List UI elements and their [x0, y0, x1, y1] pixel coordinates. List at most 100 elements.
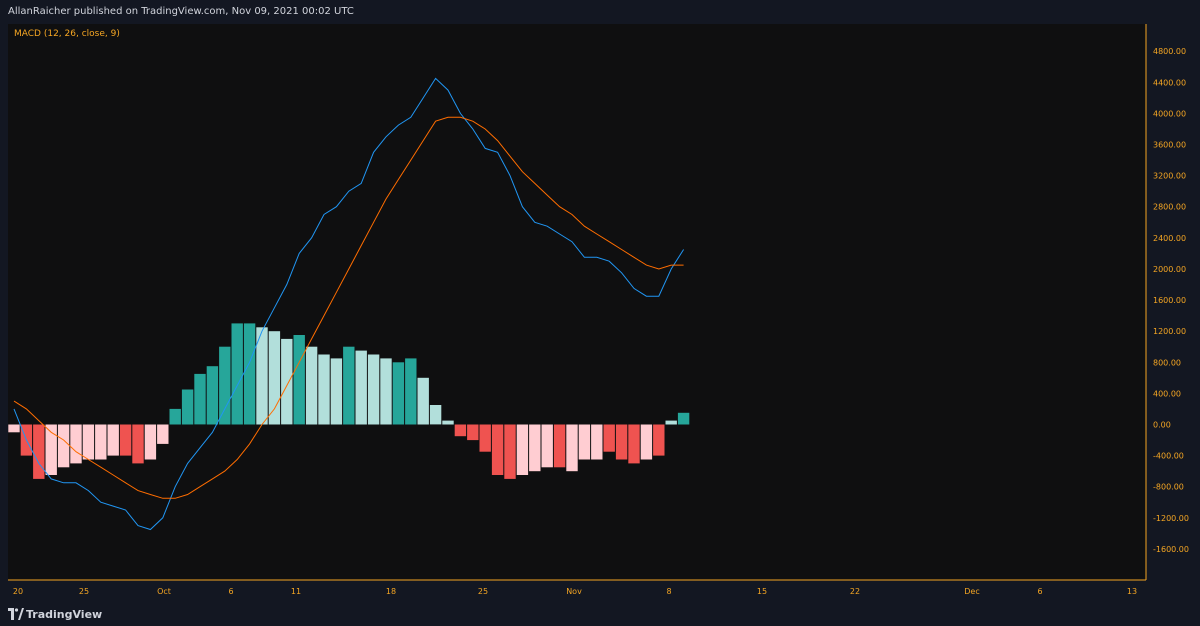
time-axis-label: 6 — [1037, 587, 1042, 596]
histogram-bar — [256, 327, 268, 425]
histogram-bar — [479, 424, 491, 452]
price-axis-label: 1600.00 — [1153, 296, 1186, 305]
histogram-bar — [194, 373, 206, 425]
histogram-bar — [318, 354, 330, 425]
price-axis-label: 1200.00 — [1153, 327, 1186, 336]
histogram-bar — [181, 389, 194, 425]
time-axis-label: Oct — [157, 587, 171, 596]
histogram-bar — [615, 424, 628, 460]
footer-bar: TradingView — [0, 602, 1200, 626]
histogram-bar — [305, 346, 318, 425]
price-axis-label: 400.00 — [1153, 389, 1181, 398]
time-axis-label: Dec — [964, 587, 979, 596]
tradingview-logo-icon[interactable] — [8, 608, 24, 620]
price-axis-label: 2000.00 — [1153, 265, 1186, 274]
histogram-bar — [70, 424, 82, 464]
histogram-bar — [243, 323, 256, 425]
histogram-bar — [417, 377, 429, 425]
histogram-bar — [392, 362, 405, 425]
histogram-bar — [566, 424, 578, 472]
histogram-bar — [268, 331, 281, 425]
histogram-bar — [677, 412, 690, 425]
time-axis-label: 20 — [13, 587, 23, 596]
time-axis-label: 18 — [386, 587, 396, 596]
histogram-bar — [169, 408, 181, 425]
price-axis-label: 2400.00 — [1153, 234, 1186, 243]
price-axis-label: 2800.00 — [1153, 203, 1186, 212]
histogram-bar — [429, 405, 442, 425]
published-text: AllanRaicher published on TradingView.co… — [8, 6, 354, 17]
histogram-bar — [57, 424, 70, 468]
time-axis-label: 25 — [478, 587, 488, 596]
time-axis-labels[interactable]: 20 25 Oct 6 11 18 25 Nov 8 15 22 Dec 6 13 — [13, 587, 1137, 596]
price-axis-label: -400.00 — [1153, 452, 1184, 461]
time-axis-label: 8 — [666, 587, 671, 596]
histogram-bar — [330, 358, 343, 425]
histogram-bar — [95, 424, 107, 460]
histogram-bar — [343, 346, 355, 425]
header-bar: AllanRaicher published on TradingView.co… — [0, 0, 1200, 24]
histogram-bar — [157, 424, 169, 444]
plot-area — [8, 24, 1146, 580]
time-axis-label: Nov — [566, 587, 582, 596]
macd-line — [13, 77, 685, 531]
signal-line — [13, 116, 684, 499]
price-axis-label: 4000.00 — [1153, 109, 1186, 118]
histogram-bar — [516, 424, 529, 475]
histogram-bar — [467, 424, 479, 441]
time-axis-label: 15 — [757, 587, 767, 596]
histogram-bar — [541, 424, 553, 468]
price-axis-label: 0.00 — [1153, 421, 1171, 430]
price-axis-labels[interactable]: 4800.00 4400.00 4000.00 3600.00 3200.00 2800.… — [1153, 47, 1189, 554]
histogram-bar — [504, 424, 516, 479]
time-axis-label: 22 — [850, 587, 860, 596]
price-axis-label: 4400.00 — [1153, 78, 1186, 87]
histogram-bar — [380, 358, 392, 425]
histogram-bar — [132, 424, 144, 464]
histogram-bar — [219, 346, 231, 425]
histogram-bar — [293, 335, 305, 425]
histogram-bar — [367, 354, 380, 425]
price-axis-label: -800.00 — [1153, 483, 1184, 492]
histogram-bars — [8, 323, 690, 479]
price-axis-label: 800.00 — [1153, 358, 1181, 367]
histogram-bar — [442, 420, 454, 425]
price-axis-label: -1600.00 — [1153, 545, 1189, 554]
histogram-bar — [640, 424, 653, 460]
price-axis-label: 4800.00 — [1153, 47, 1186, 56]
histogram-bar — [578, 424, 591, 460]
histogram-bar — [45, 424, 57, 475]
indicator-title: MACD (12, 26, close, 9) — [14, 29, 120, 39]
histogram-bar — [491, 424, 504, 475]
histogram-bar — [628, 424, 640, 464]
histogram-bar — [405, 358, 417, 425]
indicator-lines — [13, 77, 685, 531]
histogram-bar — [454, 424, 467, 437]
time-axis-label: 25 — [79, 587, 89, 596]
histogram-bar — [107, 424, 119, 456]
time-axis-label: 11 — [291, 587, 301, 596]
histogram-bar — [281, 338, 293, 425]
histogram-bar — [119, 424, 132, 456]
histogram-bar — [591, 424, 603, 460]
histogram-bar — [553, 424, 566, 468]
histogram-bar — [206, 366, 219, 425]
histogram-bar — [603, 424, 615, 452]
histogram-bar — [231, 323, 243, 425]
price-axis-label: -1200.00 — [1153, 514, 1189, 523]
histogram-bar — [529, 424, 541, 472]
price-axis-label: 3600.00 — [1153, 141, 1186, 150]
histogram-bar — [33, 424, 45, 479]
time-axis-label: 6 — [228, 587, 233, 596]
histogram-bar — [144, 424, 157, 460]
histogram-bar — [665, 420, 677, 425]
histogram-bar — [8, 424, 20, 433]
price-axis-label: 3200.00 — [1153, 172, 1186, 181]
tradingview-brand[interactable]: TradingView — [26, 608, 103, 621]
macd-chart[interactable]: MACD (12, 26, close, 9) 4800.00 4400.00 40… — [0, 24, 1200, 602]
chart-frame[interactable]: MACD (12, 26, close, 9) 4800.00 4400.00 40… — [0, 24, 1200, 602]
time-axis-label: 13 — [1127, 587, 1137, 596]
histogram-bar — [355, 350, 367, 425]
histogram-bar — [653, 424, 665, 456]
histogram-bar — [82, 424, 95, 460]
